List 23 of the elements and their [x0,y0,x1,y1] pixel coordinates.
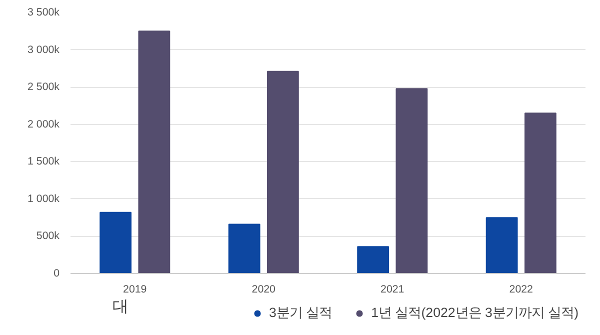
bar [524,112,556,274]
text: 대 [112,298,128,316]
bar [228,224,260,274]
x-tick-label: 2019 [123,284,147,296]
y-tick-label: 0 [54,268,60,280]
y-tick-label: 1 000k [28,192,60,205]
bar [486,217,518,274]
y-tick-label: 2 500k [28,81,60,94]
y-tick-label: 3 000k [28,44,60,56]
bar [357,246,390,274]
y-tick-label: 1 500k [28,156,60,168]
legend-label: 3분기 실적 [269,304,332,322]
x-tick-label: 2021 [380,284,404,296]
legend-label: 1년 실적(2022년은 3분기까지 실적) [371,304,579,322]
bar [138,30,170,274]
y-tick-label: 500k [36,230,60,242]
x-tick-label: 2020 [252,284,276,296]
y-tick-label: 3 500k [28,6,60,18]
y-tick-label: 2 000k [28,118,60,130]
bar [396,88,428,274]
x-tick-label: 2022 [509,284,534,296]
bar [100,212,132,274]
bar [266,70,299,274]
